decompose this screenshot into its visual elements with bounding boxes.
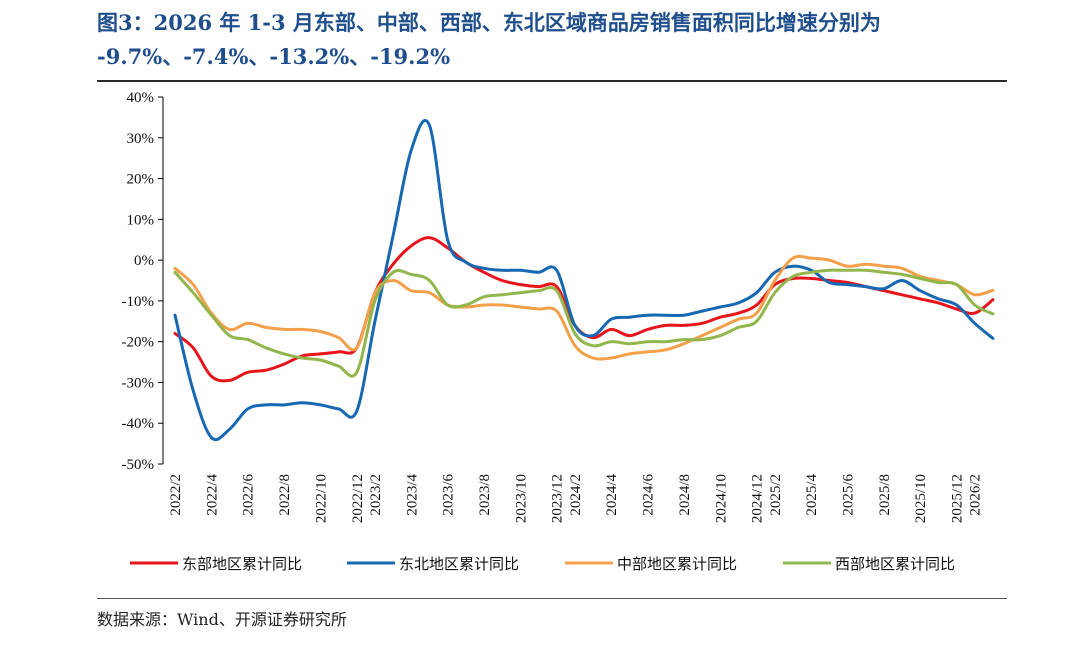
x-tick-label: 2022/12: [350, 474, 366, 523]
x-tick-label: 2024/12: [750, 474, 766, 523]
x-tick-label: 2024/2: [568, 474, 584, 516]
y-tick-label: -40%: [122, 416, 155, 432]
series-line-2: [173, 118, 995, 442]
figure-title: 图3：2026 年 1-3 月东部、中部、西部、东北区域商品房销售面积同比增速分…: [97, 6, 1057, 74]
series-line-1: [173, 236, 995, 383]
x-axis-tick-labels: 2022/2 2022/4 2022/6 2022/8 2022/10 2022/12 20…: [168, 474, 984, 524]
legend-label-1: 东部地区累计同比: [182, 555, 302, 573]
y-tick-label: 30%: [127, 131, 155, 147]
x-tick-label: 2023/6: [441, 474, 457, 516]
chart-series-lines: [173, 118, 995, 442]
x-tick-label: 2023/4: [404, 474, 420, 516]
figure-title-line-1: 图3：2026 年 1-3 月东部、中部、西部、东北区域商品房销售面积同比增速分…: [97, 10, 881, 35]
x-tick-label: 2023/8: [477, 474, 493, 516]
y-tick-label: -10%: [122, 294, 155, 310]
chart-legend: 东部地区累计同比 东北地区累计同比 中部地区累计同比 西部地区累计同比: [130, 555, 955, 573]
x-tick-label: 2025/12: [950, 474, 966, 523]
legend-label-4: 西部地区累计同比: [835, 555, 955, 573]
x-tick-label: 2026/2: [968, 474, 984, 516]
legend-label-2: 东北地区累计同比: [399, 555, 519, 573]
x-tick-label: 2024/6: [641, 474, 657, 516]
x-tick-label: 2022/6: [241, 474, 257, 516]
y-tick-label: 0%: [134, 253, 154, 269]
x-tick-label: 2025/10: [913, 474, 929, 523]
x-tick-label: 2024/10: [713, 474, 729, 523]
legend-label-3: 中部地区累计同比: [617, 555, 737, 573]
x-tick-label: 2025/4: [804, 474, 820, 516]
x-tick-label: 2025/2: [768, 474, 784, 516]
y-tick-label: -50%: [122, 457, 155, 473]
y-tick-label: -30%: [122, 375, 155, 391]
source-note: 数据来源：Wind、开源证券研究所: [97, 610, 347, 629]
series-line-3: [173, 254, 995, 361]
y-axis-tick-labels: 40% 30% 20% 10% 0% -10% -20% -30% -40% -50%: [122, 90, 163, 473]
x-tick-label: 2022/2: [168, 474, 184, 516]
x-tick-label: 2023/12: [550, 474, 566, 523]
line-chart: 40% 30% 20% 10% 0% -10% -20% -30% -40% -50% 2022/…: [122, 90, 995, 573]
y-tick-label: -20%: [122, 335, 155, 351]
y-tick-label: 20%: [127, 172, 155, 188]
x-tick-label: 2024/4: [604, 474, 620, 516]
x-tick-label: 2024/8: [677, 474, 693, 516]
x-tick-label: 2025/6: [841, 474, 857, 516]
x-tick-label: 2023/2: [368, 474, 384, 516]
y-tick-label: 40%: [127, 90, 155, 106]
x-tick-label: 2022/8: [277, 474, 293, 516]
source-divider: [97, 598, 1007, 599]
x-tick-label: 2025/8: [877, 474, 893, 516]
x-tick-label: 2022/10: [313, 474, 329, 523]
title-divider: [97, 80, 1007, 82]
series-line-4: [173, 268, 995, 378]
x-tick-label: 2022/4: [204, 474, 220, 516]
y-tick-label: 10%: [127, 212, 155, 228]
x-tick-label: 2023/10: [513, 474, 529, 523]
figure-title-line-2: -9.7%、-7.4%、-13.2%、-19.2%: [97, 44, 451, 69]
